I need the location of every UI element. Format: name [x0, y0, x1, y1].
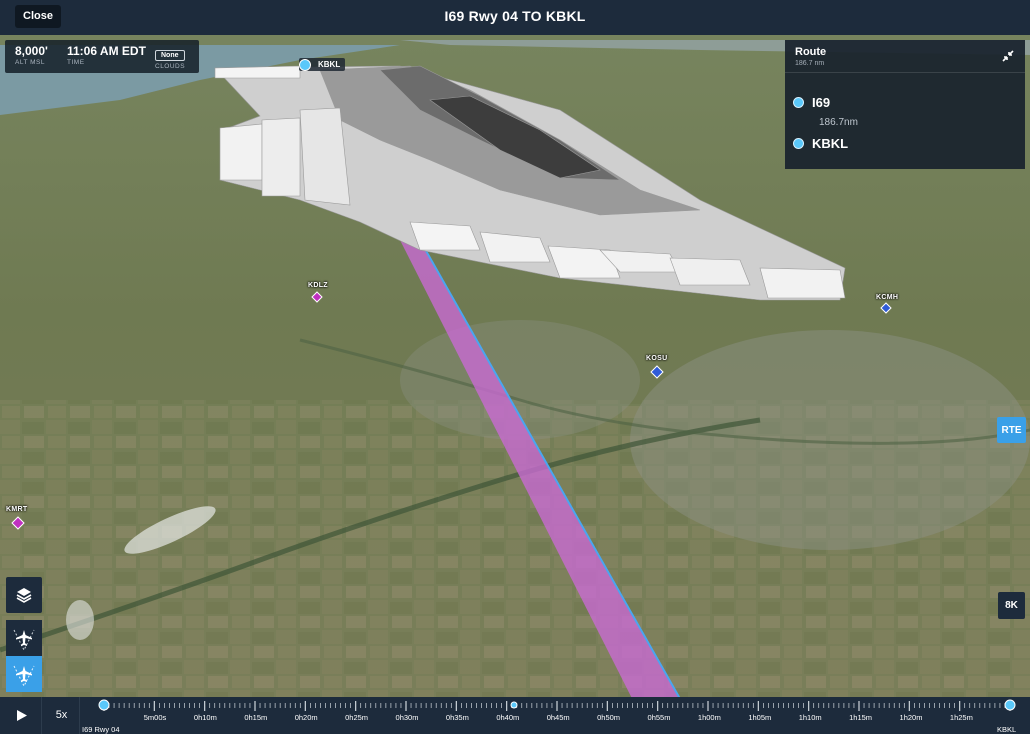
kbkl-waypoint-icon [299, 59, 311, 71]
timeline-tick-label: 0h30m [395, 713, 419, 722]
route-waypoint-destination[interactable]: KBKL [793, 136, 848, 151]
timeline-scrubber[interactable]: 5m00s 0h10m 0h15m 0h20m 0h25m 0h30m 0h35m 0h40m… [82, 697, 1030, 734]
weather-blocks [214, 65, 846, 301]
rte-button[interactable]: RTE [997, 417, 1026, 443]
route-total-distance: 186.7 nm [795, 60, 825, 67]
timeline-tick-label: 5m00s [143, 713, 167, 722]
resolution-button[interactable]: 8K [998, 592, 1025, 619]
route-title: Route [795, 46, 827, 58]
timeline-tick-label: 1h15m [849, 713, 873, 722]
page-title: I69 Rwy 04 TO KBKL [444, 8, 586, 24]
close-button[interactable]: Close [15, 5, 61, 28]
time-value: 11:06 AM EDT [67, 44, 146, 58]
origin-id: I69 [812, 95, 831, 110]
timeline-tick-label: 0h55m [647, 713, 671, 722]
destination-id: KBKL [812, 136, 849, 151]
timeline-start-marker[interactable] [98, 699, 110, 711]
kmrt-label: KMRT [6, 506, 28, 513]
altitude-cell: 8,000' ALT MSL [15, 44, 48, 66]
route-divider [785, 72, 1025, 73]
timeline-start-label: I69 Rwy 04 [82, 725, 120, 734]
clouds-value: None [155, 50, 185, 61]
chase-view-button[interactable] [6, 620, 42, 656]
route-waypoint-origin[interactable]: I69 [793, 95, 830, 110]
time-label: TIME [67, 59, 85, 66]
timeline-playhead[interactable] [510, 701, 518, 709]
timeline-end-marker[interactable] [1004, 699, 1016, 711]
kmrt-marker [11, 516, 25, 530]
kcmh-marker [880, 302, 892, 314]
kosu-label: KOSU [646, 355, 668, 362]
time-cell: 11:06 AM EDT TIME [67, 44, 146, 66]
timeline-tick-label: 1h25m [949, 713, 973, 722]
waypoint-dot-icon [793, 97, 804, 108]
timeline-tick-label: 0h20m [294, 713, 318, 722]
leg-distance: 186.7nm [819, 117, 858, 128]
layers-icon [16, 588, 32, 603]
altitude-label: ALT MSL [15, 59, 45, 66]
kdlz-marker [311, 291, 323, 303]
timeline-bar: 5x 5m00s 0h10m 0h15m 0h20m 0h25m 0h30m 0h35m 0h… [0, 697, 1030, 734]
play-button[interactable] [0, 697, 42, 734]
airplane-follow-icon [13, 665, 35, 688]
play-icon [17, 710, 27, 721]
kbkl-label: KBKL [318, 60, 341, 69]
timeline-tick-label: 0h50m [597, 713, 621, 722]
kcmh-label: KCMH [876, 294, 899, 301]
clouds-label: CLOUDS [155, 63, 186, 70]
altitude-value: 8,000' [15, 44, 48, 58]
follow-view-button[interactable] [6, 656, 42, 692]
timeline-tick-label: 1h00m [697, 713, 721, 722]
timeline-tick-label: 1h05m [748, 713, 772, 722]
timeline-tick-label: 0h35m [445, 713, 469, 722]
kdlz-label: KDLZ [308, 282, 328, 289]
timeline-tick-label: 1h20m [899, 713, 923, 722]
airplane-view-icon [13, 629, 35, 652]
playback-speed[interactable]: 5x [44, 697, 80, 734]
clouds-cell: None CLOUDS [155, 44, 185, 70]
top-bar: Close I69 Rwy 04 TO KBKL [0, 0, 1030, 35]
route-panel: Route 186.7 nm I69 186.7nm KBKL [785, 40, 1025, 169]
timeline-tick-label: 0h40m [496, 713, 520, 722]
kbkl-destination-tag[interactable]: KBKL [299, 58, 346, 71]
timeline-tick-label: 1h10m [798, 713, 822, 722]
timeline-ticks [98, 699, 1016, 711]
timeline-tick-label: 0h45m [546, 713, 570, 722]
layers-button[interactable] [6, 577, 42, 613]
timeline-end-label: KBKL [997, 725, 1017, 734]
timeline-tick-label: 0h10m [193, 713, 217, 722]
collapse-icon[interactable] [1001, 49, 1015, 63]
waypoint-dot-icon [793, 138, 804, 149]
kosu-marker [650, 365, 664, 379]
flight-info-panel: 8,000' ALT MSL 11:06 AM EDT TIME None CL… [5, 40, 199, 73]
timeline-tick-label: 0h15m [244, 713, 268, 722]
timeline-tick-label: 0h25m [345, 713, 369, 722]
